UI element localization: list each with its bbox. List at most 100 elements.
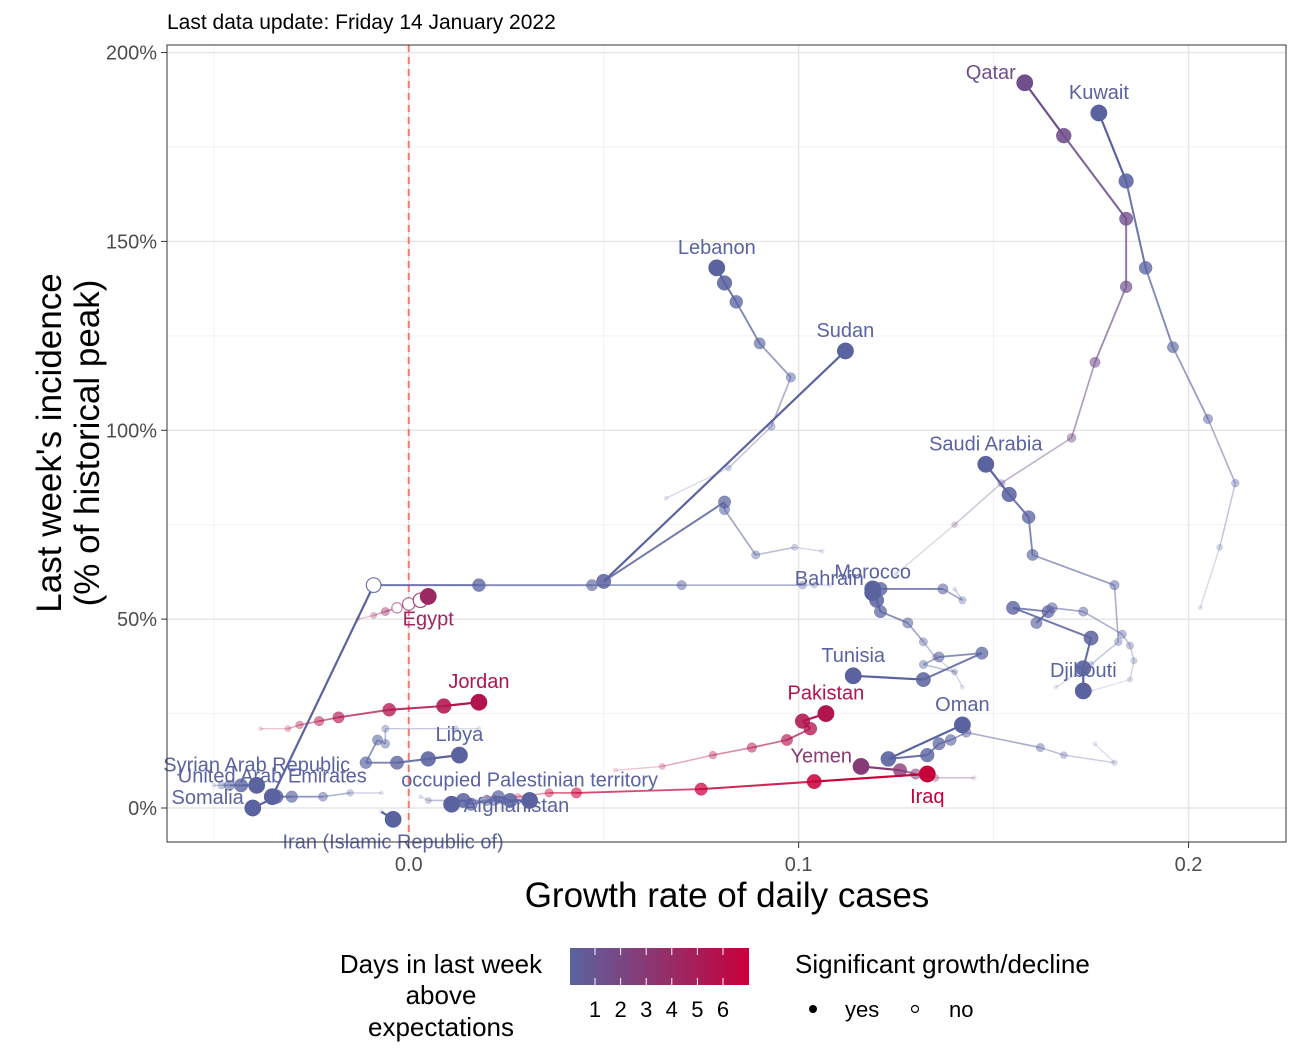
series-iraq — [484, 765, 936, 801]
series-segment — [357, 614, 374, 620]
data-point — [1138, 261, 1153, 275]
series-segment — [922, 652, 983, 681]
country-label: Kuwait — [1069, 82, 1129, 104]
series-segment — [758, 342, 792, 378]
data-point — [1119, 280, 1133, 293]
y-axis: 0% 50% 100% 150% 200% — [106, 43, 167, 820]
shape-legend-yes-dot — [809, 1005, 817, 1013]
data-point — [1006, 600, 1021, 615]
x-axis: 0.0 0.1 0.2 — [395, 842, 1203, 876]
plot-panel — [167, 45, 1286, 842]
series-segment — [1012, 606, 1092, 639]
data-point — [521, 792, 539, 809]
data-point — [676, 580, 687, 591]
country-label: occupied Palestinian territory — [401, 770, 658, 792]
data-point — [1119, 211, 1134, 226]
data-point — [959, 684, 965, 690]
color-legend-tick-label: 6 — [717, 997, 729, 1022]
data-point — [1001, 486, 1017, 503]
data-point — [953, 716, 971, 734]
y-tick-label: 100% — [106, 420, 157, 442]
data-point — [1030, 616, 1043, 629]
series-segment — [1070, 362, 1096, 439]
data-point — [806, 774, 822, 790]
series-segment — [322, 792, 351, 798]
data-point — [751, 550, 761, 560]
country-labels: Qatar Kuwait Lebanon Sudan Saudi Arabia Unite… — [163, 62, 1129, 853]
data-point — [1231, 479, 1240, 488]
data-point — [527, 798, 533, 803]
series-segment — [1023, 82, 1065, 137]
data-point — [1203, 413, 1214, 424]
y-axis-title: Last week's incidence (% of historical p… — [30, 273, 107, 612]
data-point — [1078, 606, 1089, 617]
y-tick-label: 150% — [106, 231, 157, 253]
data-point — [932, 737, 946, 751]
series-segment — [938, 652, 982, 658]
country-label: Saudi Arabia — [929, 433, 1043, 455]
data-point — [596, 573, 612, 589]
series-syrian-arab-republic — [211, 776, 266, 794]
series-segment — [712, 746, 752, 756]
series-segment — [953, 671, 963, 688]
data-point — [284, 725, 292, 732]
series-segment — [1218, 482, 1237, 548]
data-point — [318, 791, 328, 802]
data-point — [1109, 580, 1120, 591]
series-afghanistan — [443, 793, 533, 813]
series-segment — [1097, 112, 1128, 182]
shape-legend: Significant growth/decline yes no — [795, 949, 1090, 1022]
country-label: Lebanon — [678, 237, 756, 259]
series-segment — [1113, 585, 1120, 642]
series-segment — [576, 788, 702, 794]
data-point — [798, 580, 807, 590]
series-segment — [615, 765, 663, 771]
data-point — [944, 734, 957, 746]
series-segment — [1094, 286, 1127, 363]
series-pakistan — [612, 705, 835, 773]
plot-area: Qatar Kuwait Lebanon Sudan Saudi Arabia Unite… — [163, 44, 1287, 853]
data-point — [880, 751, 897, 767]
country-label: Yemen — [790, 746, 852, 768]
data-point — [746, 742, 757, 753]
data-point — [725, 464, 732, 472]
shape-legend-yes-label: yes — [845, 997, 879, 1022]
shape-legend-no-label: no — [949, 997, 973, 1022]
data-point — [844, 667, 862, 685]
data-point — [314, 716, 325, 727]
data-point — [522, 797, 530, 804]
data-point — [1066, 433, 1077, 443]
data-point — [380, 607, 390, 617]
series-segment — [701, 780, 815, 791]
data-point — [1026, 549, 1039, 561]
country-label: Afghanistan — [464, 795, 570, 817]
series-qatar — [893, 74, 1134, 577]
country-label: Morocco — [834, 562, 911, 584]
data-point — [1127, 676, 1133, 683]
color-legend-tick-label: 4 — [666, 997, 678, 1022]
series-segment — [1129, 660, 1135, 680]
data-point — [958, 596, 967, 605]
data-point — [285, 790, 298, 803]
color-legend-tick-label: 3 — [640, 997, 652, 1022]
series-segment — [662, 754, 714, 768]
data-point — [378, 809, 384, 815]
series-segment — [794, 546, 823, 552]
series-segment — [373, 610, 386, 617]
x-tick-label: 0.2 — [1175, 854, 1203, 876]
data-point — [419, 588, 437, 605]
data-point — [937, 583, 949, 595]
country-label: Oman — [935, 694, 989, 716]
series-segment — [853, 674, 924, 681]
data-point — [211, 782, 217, 788]
series-segment — [338, 708, 390, 719]
data-point — [819, 548, 825, 554]
data-point — [470, 693, 488, 711]
data-point — [951, 668, 959, 676]
data-point — [424, 797, 432, 804]
data-point — [1130, 657, 1138, 665]
series-bahrain — [864, 580, 958, 675]
data-point — [753, 337, 766, 350]
data-point — [708, 259, 726, 277]
